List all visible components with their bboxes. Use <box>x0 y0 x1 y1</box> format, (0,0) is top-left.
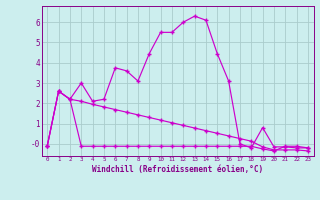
X-axis label: Windchill (Refroidissement éolien,°C): Windchill (Refroidissement éolien,°C) <box>92 165 263 174</box>
